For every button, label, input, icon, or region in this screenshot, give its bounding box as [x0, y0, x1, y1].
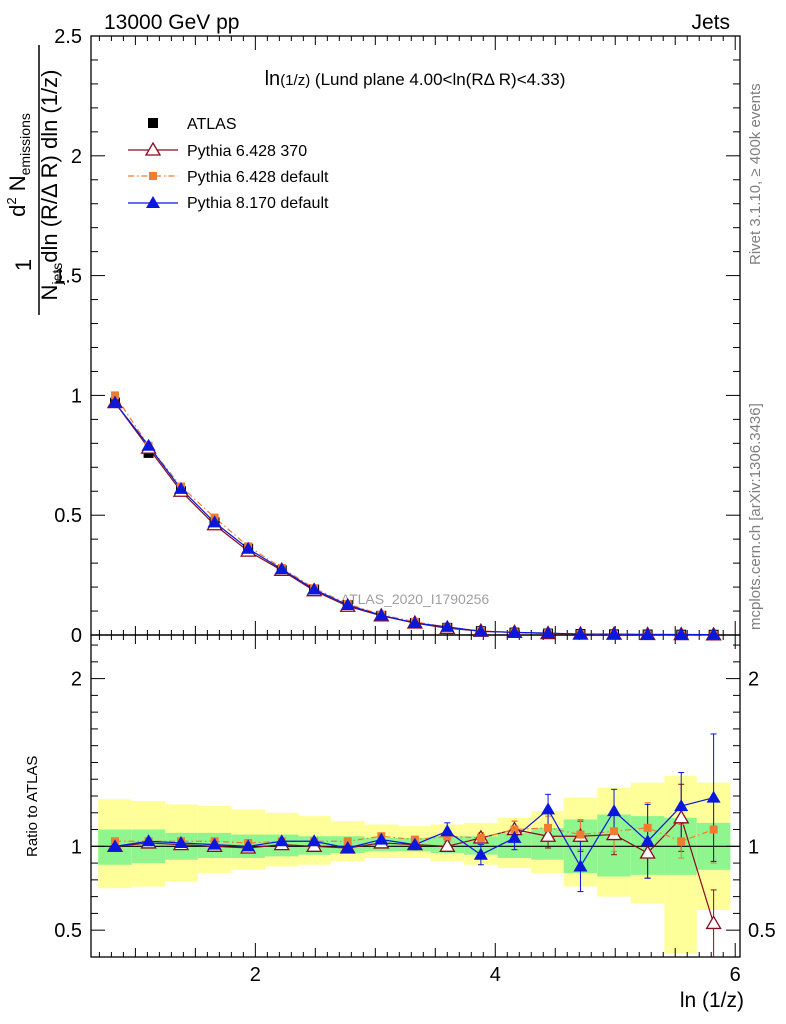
legend-entry-atlas: ATLAS — [148, 116, 237, 133]
legend-entry-pythia6-370: Pythia 6.428 370 — [128, 141, 307, 160]
ratio-point-p6_def-12 — [510, 825, 519, 834]
ratio-point-p8-2 — [173, 835, 188, 848]
process-label: Jets — [691, 11, 730, 34]
ratio-point-p8-3 — [207, 837, 222, 850]
ratio-point-p6_def-11 — [476, 833, 485, 842]
legend-marker-atlas — [148, 118, 158, 128]
ylabel-numerator: d2 Nemissions — [4, 113, 33, 217]
lower-y-tick-label-2: 2 — [71, 669, 82, 691]
ratio-point-p8-12 — [507, 830, 522, 843]
upper-point-p8-1 — [141, 438, 156, 451]
upper-point-p6_def-0 — [110, 391, 119, 400]
upper-point-p8-2 — [173, 481, 188, 494]
upper-y-tick-label-0: 0 — [71, 625, 82, 647]
legend-marker-pythia6-default — [149, 172, 157, 180]
upper-y-tick-label-5: 2.5 — [54, 26, 82, 48]
upper-point-p8-12 — [507, 625, 522, 638]
legend-marker-pythia6-370 — [144, 141, 162, 156]
ratio-point-p6_def-10 — [443, 832, 452, 841]
upper-ylabel: 1 d2 Nemissions Njetsdln (R/Δ R) dln (1/… — [4, 45, 65, 315]
rivet-label: Rivet 3.1.10, ≥ 400k events — [747, 83, 764, 265]
lower-ylabel: Ratio to ATLAS — [24, 756, 41, 857]
xlabel: ln (1/z) — [680, 989, 744, 1012]
ratio-point-p8-17 — [674, 799, 689, 812]
ratio-point-p8-15 — [607, 804, 622, 817]
ratio-point-p8-13 — [541, 802, 556, 815]
legend: ATLAS Pythia 6.428 370 Pythia 6.428 defa… — [128, 116, 329, 212]
upper-title-rest: (Lund plane 4.00<ln(RΔ R)<4.33) — [310, 70, 565, 89]
legend-label-atlas: ATLAS — [187, 116, 237, 133]
upper-point-p8-3 — [207, 515, 222, 528]
lower-y-tick-label-right-0: 0.5 — [748, 920, 776, 942]
upper-point-p8-13 — [541, 626, 556, 639]
analysis-watermark: ATLAS_2020_I1790256 — [341, 591, 490, 607]
upper-point-p8-17 — [674, 627, 689, 640]
ratio-point-p6_def-13 — [544, 823, 553, 832]
upper-point-p8-14 — [573, 627, 588, 640]
ratio-point-p8-9 — [407, 837, 422, 850]
upper-point-p8-10 — [440, 619, 455, 632]
ratio-point-p6_def-17 — [677, 837, 686, 846]
ratio-point-p6_370-10 — [439, 838, 456, 852]
upper-point-p8-11 — [473, 624, 488, 637]
ratio-point-p8-5 — [274, 834, 289, 847]
ratio-point-p6_def-15 — [610, 827, 619, 836]
upper-y-tick-label-4: 2 — [71, 146, 82, 168]
legend-entry-pythia8: Pythia 8.170 default — [128, 195, 329, 212]
ratio-point-p6_370-16 — [639, 844, 656, 859]
legend-label-pythia6-370: Pythia 6.428 370 — [187, 143, 307, 160]
upper-title-small: (1/z) — [280, 72, 310, 89]
ratio-point-p6_def-18 — [709, 825, 718, 834]
upper-point-p8-15 — [607, 627, 622, 640]
upper-title: ln(1/z) (Lund plane 4.00<ln(RΔ R)<4.33) — [265, 68, 566, 90]
upper-point-p8-4 — [241, 541, 256, 554]
upper-point-p8-9 — [407, 616, 422, 629]
upper-title-main: ln — [265, 68, 281, 90]
ylabel-denominator: Njetsdln (R/Δ R) dln (1/z) — [37, 70, 65, 301]
energy-label: 13000 GeV pp — [104, 11, 239, 34]
upper-point-p8-8 — [374, 608, 389, 621]
ratio-point-p8-6 — [307, 834, 322, 847]
ratio-point-p8-11 — [473, 847, 488, 860]
upper-y-tick-label-1: 0.5 — [54, 505, 82, 527]
ratio-point-p8-0 — [107, 839, 122, 852]
ratio-point-p8-8 — [374, 832, 389, 845]
mcplots-label: mcplots.cern.ch [arXiv:1306.3436] — [747, 403, 764, 630]
legend-entry-pythia6-default: Pythia 6.428 default — [128, 169, 329, 186]
ratio-point-p6_def-14 — [576, 830, 585, 839]
lower-y-tick-label-right-1: 1 — [748, 836, 759, 858]
legend-marker-pythia8 — [146, 196, 160, 208]
ratio-point-p8-4 — [241, 839, 256, 852]
ylabel-one: 1 — [11, 259, 36, 271]
upper-y-tick-label-3: 1.5 — [54, 266, 82, 288]
upper-point-p8-0 — [107, 395, 122, 408]
ratio-point-p8-7 — [340, 840, 355, 853]
upper-point-p8-7 — [340, 598, 355, 611]
ratio-point-p8-14 — [573, 859, 588, 872]
upper-y-tick-label-2: 1 — [71, 385, 82, 407]
ratio-point-p6_370-17 — [673, 809, 690, 824]
ratio-point-p8-16 — [640, 834, 655, 847]
upper-point-p8-16 — [640, 627, 655, 640]
legend-label-pythia8: Pythia 8.170 default — [187, 195, 329, 212]
x-tick-label-0: 2 — [250, 964, 261, 986]
ratio-point-p8-10 — [440, 824, 455, 837]
lower-y-tick-label-0: 0.5 — [54, 920, 82, 942]
upper-point-p8-6 — [307, 582, 322, 595]
upper-point-p8-5 — [274, 562, 289, 575]
ratio-point-p8-1 — [141, 834, 156, 847]
lower-y-tick-label-right-2: 2 — [748, 669, 759, 691]
x-tick-label-2: 6 — [730, 964, 741, 986]
ratio-point-p6_370-13 — [539, 827, 557, 842]
ratio-point-p6_370-18 — [705, 915, 722, 930]
legend-label-pythia6-default: Pythia 6.428 default — [187, 169, 329, 186]
lower-y-tick-label-1: 1 — [71, 836, 82, 858]
ratio-point-p8-18 — [706, 790, 721, 803]
upper-point-p8-18 — [706, 627, 721, 640]
ratio-point-p6_def-16 — [643, 823, 652, 832]
x-tick-label-1: 4 — [490, 964, 501, 986]
